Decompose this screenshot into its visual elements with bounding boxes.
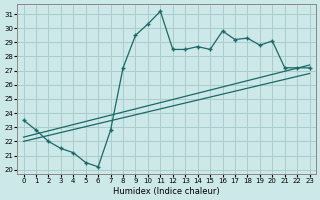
X-axis label: Humidex (Indice chaleur): Humidex (Indice chaleur)	[113, 187, 220, 196]
